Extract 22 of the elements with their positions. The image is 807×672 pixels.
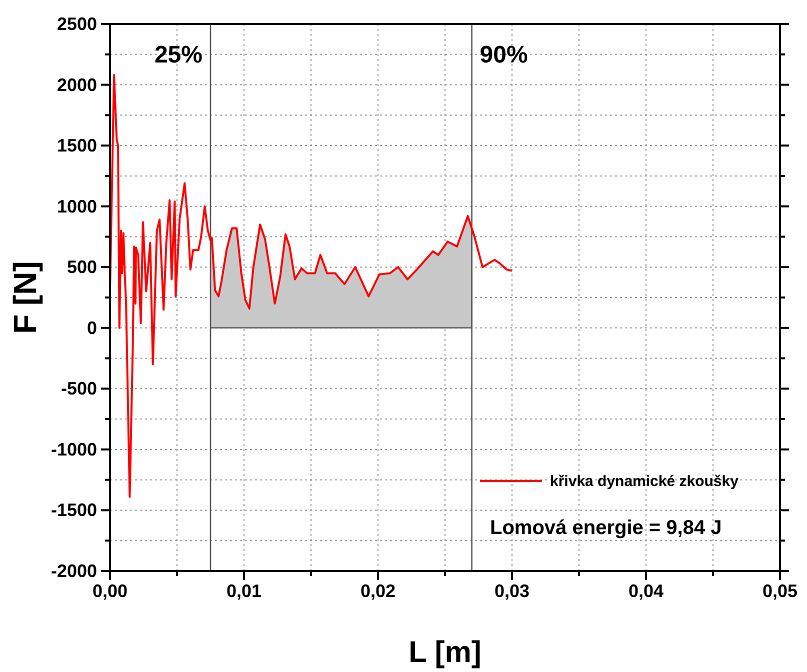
annotation: 90%: [480, 41, 528, 68]
y-tick-label: 1500: [56, 136, 97, 156]
y-tick-label: 1000: [56, 196, 97, 216]
y-tick-label: -500: [60, 378, 97, 399]
y-axis-title: F [N]: [7, 261, 43, 334]
y-tick-label: 2500: [56, 14, 97, 34]
x-axis-title: L [m]: [408, 636, 482, 669]
y-tick-label: 0: [86, 318, 97, 338]
x-tick-label: 0,02: [360, 581, 396, 601]
y-tick-label: -1000: [50, 439, 97, 460]
x-tick-label: 0,04: [628, 581, 664, 601]
legend-label: křivka dynamické zkoušky: [550, 473, 740, 490]
y-tick-label: -1500: [50, 500, 97, 520]
annotation: 25%: [154, 41, 202, 68]
x-tick-label: 0,01: [226, 581, 262, 601]
annotation: Lomová energie = 9,84 J: [490, 517, 722, 539]
x-tick-label: 0,05: [762, 581, 798, 601]
y-tick-label: -2000: [50, 561, 97, 581]
y-tick-label: 2000: [56, 74, 97, 95]
x-tick-label: 0,03: [494, 581, 530, 601]
x-tick-label: 0,00: [92, 581, 128, 601]
y-tick-label: 500: [66, 257, 97, 278]
